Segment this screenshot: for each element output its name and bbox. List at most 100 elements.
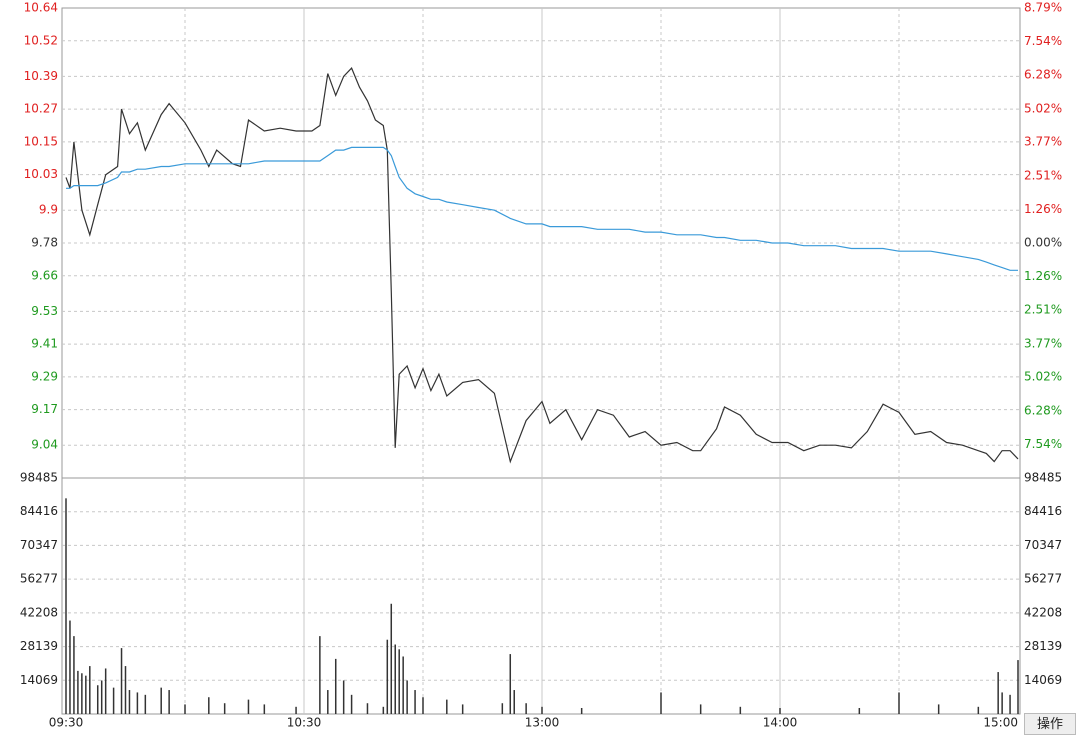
volume-bar	[1017, 660, 1019, 714]
volume-bar	[96, 685, 99, 714]
y-tick-label-right: 56277	[1024, 572, 1062, 586]
y2-tick-label: 2.51%	[1024, 168, 1062, 182]
volume-bar	[77, 670, 79, 714]
volume-bar	[997, 672, 999, 714]
volume-bar	[73, 636, 75, 714]
volume-bar	[263, 704, 266, 714]
volume-bar	[136, 692, 139, 714]
volume-bar	[120, 648, 123, 714]
y-tick-label: 9.17	[31, 402, 58, 416]
y-tick-label: 10.52	[24, 33, 58, 47]
volume-bar	[382, 706, 385, 714]
y-tick-label: 98485	[20, 471, 58, 485]
volume-bar	[100, 680, 103, 714]
y-tick-label-right: 28139	[1024, 639, 1062, 653]
volume-bar	[461, 704, 464, 714]
volume-bar	[422, 697, 424, 714]
volume-bar	[1009, 694, 1011, 714]
volume-bar	[390, 603, 393, 714]
action-button[interactable]: 操作	[1024, 713, 1076, 735]
volume-bar	[128, 690, 131, 714]
volume-bar	[334, 658, 337, 714]
volume-bar	[398, 649, 400, 714]
plot-frame	[61, 7, 1021, 715]
volume-bar	[977, 706, 980, 714]
volume-bar	[350, 694, 353, 714]
volume-bar	[386, 639, 389, 714]
y2-tick-label: 3.77%	[1024, 336, 1062, 350]
volume-bar	[937, 704, 940, 714]
y-tick-label: 10.39	[24, 69, 58, 83]
y-tick-label: 9.9	[39, 203, 58, 217]
y-tick-label: 10.03	[24, 167, 58, 181]
volume-bar	[858, 708, 861, 714]
y2-tick-label: 1.26%	[1024, 269, 1062, 283]
y-tick-label: 84416	[20, 504, 58, 518]
volume-bar	[525, 703, 527, 714]
y-tick-label: 14069	[20, 673, 58, 687]
volume-bar	[501, 703, 504, 714]
y-tick-label-right: 42208	[1024, 605, 1062, 619]
y-tick-label: 42208	[20, 605, 58, 619]
volume-bar	[144, 694, 147, 714]
volume-bar	[342, 680, 345, 714]
volume-bar	[406, 680, 408, 714]
volume-bar	[414, 690, 416, 714]
volume-bar	[580, 708, 583, 714]
volume-bar	[509, 654, 512, 714]
y-tick-label-right: 98485	[1024, 471, 1062, 485]
volume-bar	[247, 699, 250, 714]
volume-bar	[65, 498, 67, 714]
volume-bar	[319, 636, 321, 714]
y2-tick-label: 6.28%	[1024, 68, 1062, 82]
x-tick-label: 14:00	[763, 716, 798, 730]
volume-bar	[124, 666, 127, 714]
volume-bar	[184, 704, 186, 714]
y-tick-label: 28139	[20, 639, 58, 653]
y2-tick-label: 8.79%	[1024, 1, 1062, 15]
volume-bar	[295, 706, 297, 714]
y-tick-label: 9.04	[31, 438, 58, 452]
y2-tick-label: 5.02%	[1024, 370, 1062, 384]
volume-bar	[112, 687, 115, 714]
volume-bar	[660, 692, 662, 714]
x-tick-label: 09:30	[49, 716, 84, 730]
volume-bar	[513, 690, 515, 714]
series-line	[66, 146, 1018, 271]
volume-bar	[898, 692, 900, 714]
volume-bar	[541, 706, 543, 714]
y2-tick-label: 7.54%	[1024, 34, 1062, 48]
series-line	[65, 67, 1019, 464]
y2-tick-label: 0.00%	[1024, 236, 1062, 250]
y-tick-label: 9.41	[31, 337, 58, 351]
volume-bar	[89, 666, 91, 714]
y-tick-label-right: 70347	[1024, 538, 1062, 552]
volume-bar	[104, 668, 107, 714]
y2-tick-label: 2.51%	[1024, 303, 1062, 317]
y2-tick-label: 3.77%	[1024, 135, 1062, 149]
y2-tick-label: 5.02%	[1024, 101, 1062, 115]
y-tick-label-right: 14069	[1024, 673, 1062, 687]
y-tick-label: 70347	[20, 538, 58, 552]
volume-bar	[160, 687, 162, 714]
volume-bar	[739, 706, 742, 714]
volume-bar	[208, 697, 210, 714]
y-tick-label: 9.53	[31, 304, 58, 318]
volume-bar	[779, 708, 781, 714]
volume-bar	[1001, 692, 1003, 714]
x-tick-label: 15:00	[983, 716, 1018, 730]
volume-bar	[394, 644, 396, 714]
volume-bar	[168, 690, 170, 714]
y-tick-label: 9.29	[31, 369, 58, 383]
x-tick-label: 13:00	[525, 716, 560, 730]
volume-bar	[327, 690, 329, 714]
y-tick-label: 10.64	[24, 1, 58, 15]
volume-bar	[69, 620, 71, 714]
y2-tick-label: 1.26%	[1024, 202, 1062, 216]
x-tick-label: 10:30	[287, 716, 322, 730]
y2-tick-label: 6.28%	[1024, 403, 1062, 417]
y2-tick-label: 7.54%	[1024, 437, 1062, 451]
volume-bar	[85, 675, 87, 714]
